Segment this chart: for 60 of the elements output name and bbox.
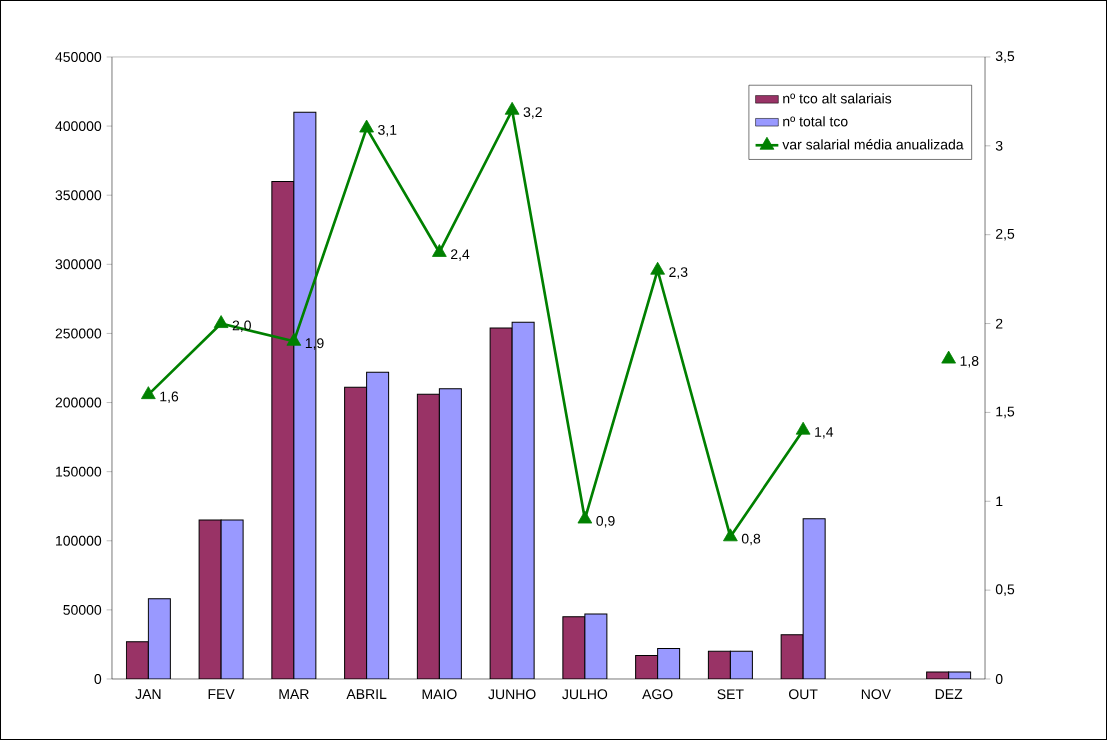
bar — [125, 641, 149, 680]
y-tick-label: 150000 — [56, 466, 102, 477]
data-label: 2,3 — [669, 267, 688, 279]
point — [795, 421, 811, 435]
point — [286, 332, 302, 346]
legend-label: nº tco alt salariais — [783, 93, 892, 104]
data-label: 3,2 — [523, 107, 542, 119]
x-tick-label: AGO — [642, 689, 673, 700]
point — [723, 528, 738, 542]
x-tick-label: JUNHO — [488, 689, 536, 700]
x-tick-label: NOV — [861, 689, 891, 700]
legend-label: nº total tco — [783, 116, 848, 127]
x-tick-label: JAN — [135, 689, 161, 700]
bar — [416, 393, 440, 680]
data-label: 0,8 — [741, 533, 761, 546]
x-tick-label: DEZ — [935, 689, 963, 699]
point — [432, 244, 447, 257]
bar — [707, 650, 731, 680]
bar — [271, 180, 295, 680]
y2-tick-label: 2 — [996, 318, 1003, 329]
x-tick-label: ABRIL — [346, 689, 387, 699]
y-tick-label: 350000 — [55, 190, 102, 201]
x-tick-label: JULHO — [562, 689, 608, 700]
y-tick-label: 0 — [94, 674, 102, 684]
y2-tick-label: 0,5 — [995, 584, 1015, 596]
bar — [489, 327, 513, 680]
data-label: 3,1 — [378, 124, 397, 137]
y-tick-label: 200000 — [55, 397, 102, 408]
y2-tick-label: 1 — [996, 496, 1003, 507]
y-tick-label: 450000 — [55, 52, 102, 62]
y-tick-label: 300000 — [55, 259, 102, 270]
x-tick-label: SET — [717, 689, 744, 700]
legend-label: var salarial média anualizada — [782, 139, 964, 150]
point — [650, 261, 665, 275]
x-tick-label: FEV — [208, 689, 235, 699]
point — [577, 510, 593, 524]
y-tick-label: 250000 — [55, 328, 102, 339]
y2-tick-label: 2,5 — [996, 228, 1015, 241]
point — [359, 119, 374, 133]
x-tick-label: MAIO — [422, 689, 457, 700]
point — [504, 101, 520, 115]
data-label: 1,6 — [160, 391, 179, 404]
point — [141, 386, 156, 400]
data-label: 1,4 — [815, 427, 834, 439]
bar — [198, 519, 222, 680]
y-tick-label: 50000 — [63, 604, 102, 615]
y-tick-label: 100000 — [56, 535, 102, 546]
y2-tick-label: 3,5 — [995, 51, 1015, 63]
data-label: 0,9 — [596, 515, 615, 528]
data-label: 1,8 — [960, 356, 979, 368]
y2-tick-label: 3 — [995, 140, 1003, 151]
y2-tick-label: 1,5 — [996, 406, 1015, 419]
point — [941, 350, 956, 364]
point — [213, 315, 229, 328]
x-tick-label: OUT — [789, 689, 818, 700]
data-label: 2,4 — [451, 249, 470, 261]
x-tick-label: MAR — [279, 689, 309, 699]
y-tick-label: 400000 — [55, 121, 102, 132]
y2-tick-label: 0 — [995, 674, 1003, 684]
bar — [344, 386, 368, 680]
